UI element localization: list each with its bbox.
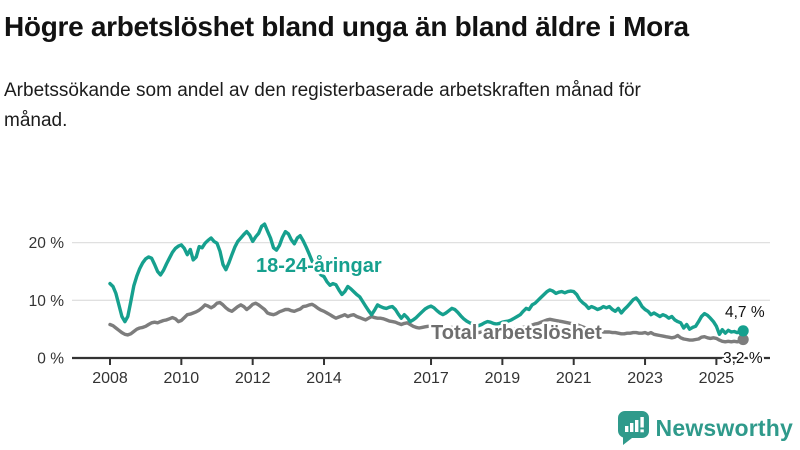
newsworthy-icon	[617, 411, 649, 445]
chart-area: 2008 2010 2012 2014 2017 2019 2021 2023 2025 0 % 1…	[0, 205, 800, 405]
newsworthy-wordmark: Newsworthy	[655, 414, 793, 441]
series-label: 18-24-åringar	[256, 254, 382, 277]
total-series-line	[108, 300, 745, 344]
end-value-label: 4,7 %	[725, 304, 765, 321]
y-tick-label: 0 %	[37, 351, 64, 368]
x-tick-label: 2010	[164, 370, 200, 387]
end-value-label: 3,2 %	[723, 350, 763, 367]
x-tick-label: 2021	[556, 370, 592, 387]
x-tick-label: 2012	[235, 370, 271, 387]
x-tick-label: 2017	[413, 370, 449, 387]
page-title: Högre arbetslöshet bland unga än bland ä…	[4, 11, 689, 42]
x-tick-label: 2025	[699, 370, 735, 387]
y-tick-label: 20 %	[29, 235, 65, 252]
x-tick-label: 2014	[306, 370, 342, 387]
unemployment-line-chart: 2008 2010 2012 2014 2017 2019 2021 2023 2025 0 % 1…	[29, 222, 770, 387]
y-tick-label: 10 %	[29, 293, 65, 310]
chart-subtitle: Arbetssökande som andel av den registerb…	[4, 80, 641, 131]
x-tick-label: 2019	[485, 370, 521, 387]
youth-end-dot	[737, 325, 749, 337]
total-end-dot	[737, 333, 749, 346]
x-tick-label: 2008	[92, 370, 128, 387]
youth-series-line	[108, 222, 745, 337]
x-tick-label: 2023	[627, 370, 663, 387]
newsworthy-logo[interactable]: Newsworthy	[617, 411, 793, 445]
series-label: Total arbetslöshet	[431, 322, 602, 344]
